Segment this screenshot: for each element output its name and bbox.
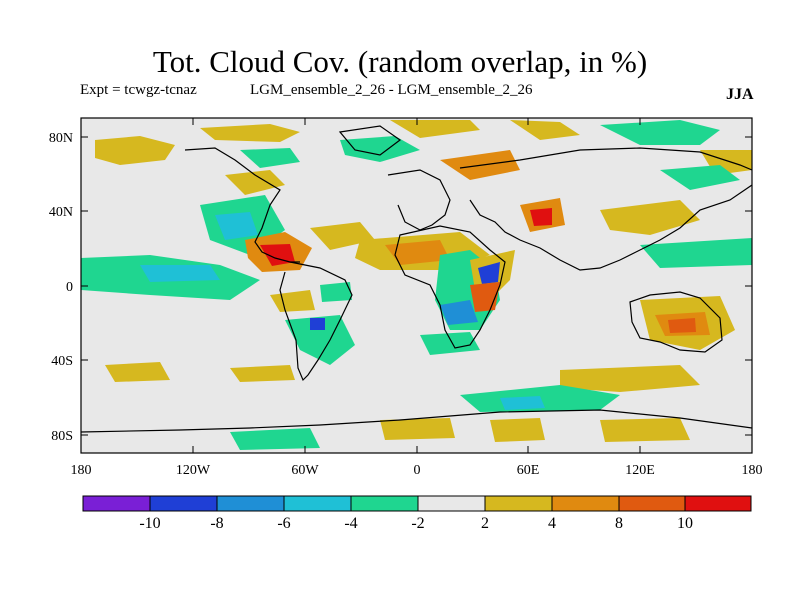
lat-tick-label: 40N <box>49 205 73 220</box>
anomaly-region <box>530 208 552 226</box>
coastline-north-america <box>184 147 300 263</box>
colorbar-label: 8 <box>615 515 623 532</box>
anomaly-region <box>380 418 455 440</box>
anomaly-region <box>385 240 450 265</box>
lon-tick-label: 60E <box>517 463 540 478</box>
season-label: JJA <box>726 86 754 103</box>
anomaly-region <box>600 120 720 145</box>
colorbar-label: -6 <box>277 515 290 532</box>
coastline-africa <box>394 225 506 349</box>
lon-axis: 180 120W 60W 0 60E 120E 180 <box>71 118 763 478</box>
lat-tick-label: 0 <box>66 280 73 295</box>
colorbar-label: -8 <box>210 515 223 532</box>
colorbar: -10 -8 -6 -4 -2 2 4 8 10 <box>82 495 752 532</box>
coastline-australia <box>629 291 723 353</box>
anomaly-region <box>225 170 285 195</box>
colorbar-swatch <box>149 495 218 512</box>
colorbar-swatch <box>551 495 620 512</box>
colorbar-label: -4 <box>344 515 357 532</box>
colorbar-swatch <box>216 495 285 512</box>
anomaly-region <box>230 428 320 450</box>
anomaly-region <box>200 124 300 142</box>
anomaly-region <box>310 318 325 330</box>
lon-tick-label: 180 <box>71 463 92 478</box>
anomaly-region <box>140 265 220 282</box>
colorbar-swatch <box>283 495 352 512</box>
anomaly-region <box>490 418 545 442</box>
anomaly-region <box>440 300 478 325</box>
anomaly-region <box>560 365 700 392</box>
anomaly-region <box>105 362 170 382</box>
anomaly-region <box>240 148 300 168</box>
lon-tick-label: 120W <box>176 463 211 478</box>
colorbar-label: -2 <box>411 515 424 532</box>
colorbar-swatch <box>417 495 486 512</box>
anomaly-region <box>600 418 690 442</box>
colorbar-label: 2 <box>481 515 489 532</box>
anomaly-region <box>310 222 375 250</box>
ensemble-subtitle: LGM_ensemble_2_26 - LGM_ensemble_2_26 <box>250 82 533 98</box>
colorbar-swatch <box>82 495 151 512</box>
anomaly-region <box>640 238 752 268</box>
anomaly-region <box>420 332 480 355</box>
coastline-greenland <box>338 125 402 156</box>
coastline-antarctica <box>81 409 752 433</box>
colorbar-swatch <box>618 495 686 512</box>
experiment-label: Expt = tcwgz-tcnaz <box>80 82 197 98</box>
colorbar-swatch <box>684 495 752 512</box>
lat-tick-label: 80N <box>49 131 73 146</box>
map-title: Tot. Cloud Cov. (random overlap, in %) <box>152 44 648 79</box>
anomaly-region <box>230 365 295 382</box>
coastline-south-america <box>279 261 353 382</box>
colorbar-swatch <box>350 495 419 512</box>
colorbar-label: 10 <box>677 515 693 532</box>
anomaly-region <box>478 262 500 284</box>
coastline-europe <box>387 169 451 231</box>
lat-tick-label: 80S <box>51 429 73 444</box>
colorbar-label: 4 <box>548 515 556 532</box>
anomaly-region <box>340 136 420 162</box>
lon-tick-label: 0 <box>414 463 421 478</box>
coastlines <box>81 125 752 433</box>
anomaly-region <box>500 396 545 410</box>
lon-tick-label: 60W <box>291 463 319 478</box>
colorbar-swatch <box>484 495 553 512</box>
lon-tick-label: 120E <box>625 463 655 478</box>
lat-tick-label: 40S <box>51 354 73 369</box>
anomaly-region <box>390 120 480 138</box>
anomaly-region <box>600 200 700 235</box>
coastline-asia <box>459 147 752 271</box>
colorbar-label: -10 <box>139 515 160 532</box>
lon-tick-label: 180 <box>742 463 763 478</box>
anomaly-region <box>660 165 740 190</box>
anomaly-region <box>215 212 258 240</box>
anomaly-region <box>95 136 175 165</box>
anomaly-region <box>320 282 352 302</box>
anomaly-region <box>285 315 355 365</box>
lat-axis: 80N 40N 0 40S 80S <box>49 131 752 444</box>
anomaly-region <box>668 318 696 333</box>
